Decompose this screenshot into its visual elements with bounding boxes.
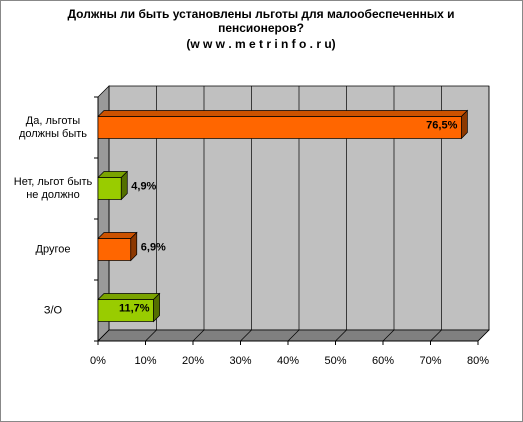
x-tick-label: 70% — [419, 355, 441, 367]
value-label: 76,5% — [426, 119, 457, 131]
y-tick-label: З/О — [43, 304, 63, 316]
grid-line — [430, 329, 442, 342]
bar-side — [153, 292, 160, 323]
grid-line — [477, 329, 490, 342]
grid-line — [192, 329, 205, 342]
grid-line — [287, 329, 300, 342]
value-label: 6,9% — [141, 241, 166, 253]
bar — [97, 109, 469, 140]
chart-title: Должны ли быть установлены льготы для ма… — [67, 7, 455, 35]
bar-side — [130, 231, 138, 262]
bar — [97, 292, 161, 323]
x-tick-label: 50% — [324, 355, 346, 367]
y-tick-label: Да, льготы должны быть — [18, 114, 88, 140]
grid-line — [240, 329, 252, 342]
bar — [97, 231, 138, 262]
x-tick-label: 20% — [182, 355, 204, 367]
bar-front — [97, 177, 122, 200]
grid-line — [382, 329, 395, 342]
chart-subtitle: (w w w . m e t r i n f o . r u) — [186, 37, 336, 51]
grid-line — [145, 329, 157, 342]
bar-top — [97, 110, 469, 117]
x-tick-label: 0% — [90, 355, 106, 367]
grid-line — [335, 329, 347, 342]
y-tick-label: Другое — [35, 243, 71, 255]
value-label: 4,9% — [131, 180, 156, 192]
bar-front — [97, 116, 462, 139]
x-tick-label: 10% — [134, 355, 156, 367]
y-tick-label: Нет, льгот быть не должно — [13, 175, 93, 201]
bar — [97, 170, 129, 201]
value-label: 11,7% — [119, 302, 150, 314]
bar-top — [97, 232, 138, 239]
bar-side — [461, 109, 468, 140]
x-tick-label: 40% — [277, 355, 299, 367]
bar-top — [97, 293, 161, 300]
bar-front — [97, 238, 132, 261]
bar-side — [120, 170, 128, 201]
x-tick-label: 60% — [372, 355, 394, 367]
grid-line — [97, 329, 110, 342]
x-tick-label: 30% — [229, 355, 251, 367]
x-tick-label: 80% — [467, 355, 489, 367]
